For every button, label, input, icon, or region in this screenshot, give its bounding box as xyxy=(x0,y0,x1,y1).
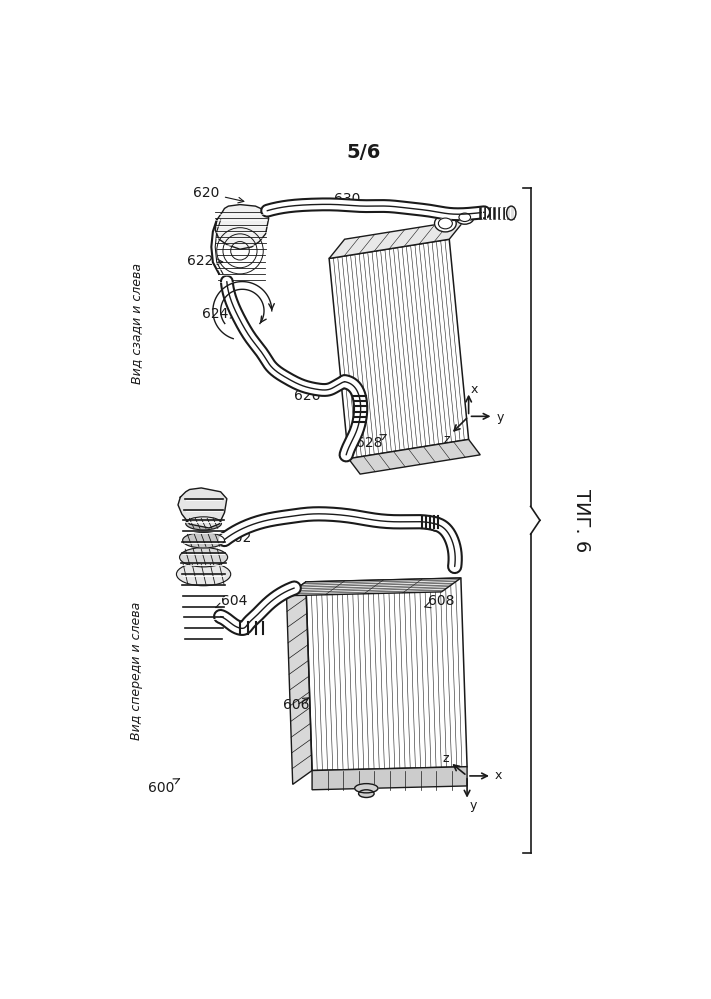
Text: 626: 626 xyxy=(294,388,334,403)
Polygon shape xyxy=(312,766,467,790)
Ellipse shape xyxy=(439,218,452,229)
Polygon shape xyxy=(178,488,227,528)
Ellipse shape xyxy=(355,783,378,793)
Ellipse shape xyxy=(456,211,474,224)
Text: 630: 630 xyxy=(333,192,366,208)
Text: 628: 628 xyxy=(356,435,386,451)
Ellipse shape xyxy=(183,532,225,548)
Ellipse shape xyxy=(459,213,471,222)
Ellipse shape xyxy=(434,215,456,232)
Text: Вид сзади и слева: Вид сзади и слева xyxy=(130,264,144,385)
Ellipse shape xyxy=(176,562,230,585)
Text: y: y xyxy=(496,412,504,425)
Ellipse shape xyxy=(180,547,228,566)
Text: 606: 606 xyxy=(283,698,310,712)
Polygon shape xyxy=(287,581,312,784)
Polygon shape xyxy=(348,440,480,475)
Text: x: x xyxy=(471,383,479,396)
Text: 620: 620 xyxy=(193,186,244,203)
Text: 608: 608 xyxy=(424,594,455,608)
Text: y: y xyxy=(469,798,477,811)
Text: 600: 600 xyxy=(148,778,180,795)
Text: 602: 602 xyxy=(219,531,252,545)
Text: 5/6: 5/6 xyxy=(347,143,381,162)
Text: 624: 624 xyxy=(202,307,236,321)
Polygon shape xyxy=(287,578,461,595)
Text: 604: 604 xyxy=(215,594,247,608)
Ellipse shape xyxy=(507,206,516,220)
Text: x: x xyxy=(495,769,503,782)
Polygon shape xyxy=(329,220,465,259)
Ellipse shape xyxy=(186,516,221,529)
Text: ΤИГ. 6: ΤИГ. 6 xyxy=(572,489,591,551)
Text: 622: 622 xyxy=(186,254,223,268)
Text: z: z xyxy=(443,751,449,764)
Ellipse shape xyxy=(358,790,374,797)
Text: Вид спереди и слева: Вид спереди и слева xyxy=(130,601,144,739)
Text: z: z xyxy=(444,433,450,446)
Polygon shape xyxy=(215,205,269,249)
